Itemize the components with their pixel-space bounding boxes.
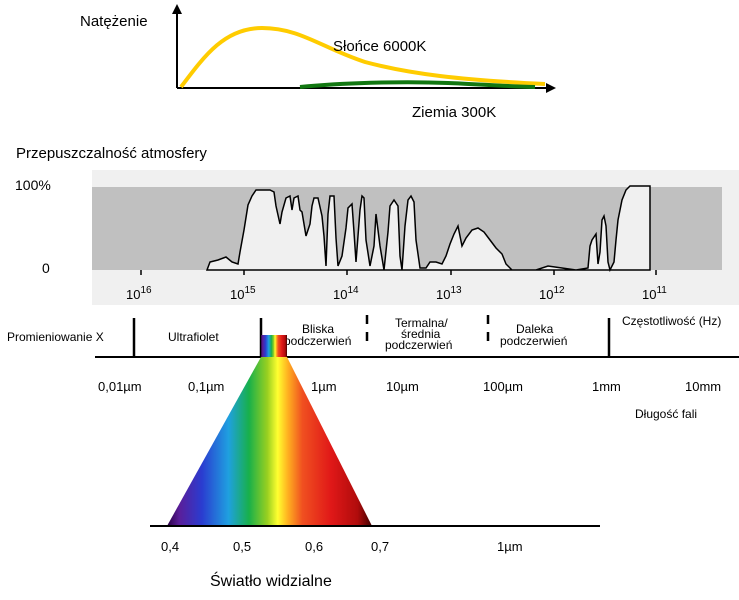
freq-label-11: 1011 xyxy=(642,285,667,302)
intensity-title: Natężenie xyxy=(80,13,148,30)
y-label-0: 0 xyxy=(42,260,50,276)
band-label-near-2: podczerwień xyxy=(284,334,351,348)
band-label-mid-3: podczerwień xyxy=(385,338,452,352)
freq-label-13: 1013 xyxy=(436,285,462,302)
visible-tick-0: 0,4 xyxy=(161,539,179,554)
wavelength-tick-1: 0,1µm xyxy=(188,379,224,394)
wavelength-unit-label: Długość fali xyxy=(635,407,697,421)
wavelength-tick-5: 1mm xyxy=(592,379,621,394)
transmittance-panel: Przepuszczalność atmosfery 100% 0 1016 1… xyxy=(15,145,739,305)
visible-title: Światło widzialne xyxy=(210,571,332,590)
intensity-panel: Natężenie Słońce 6000K Ziemia 300K xyxy=(80,4,556,121)
visible-spectrum: 0,4 0,5 0,6 0,7 1µm Światło widzialne xyxy=(150,335,600,590)
sun-curve xyxy=(179,25,546,89)
band-label-far-1: Daleka xyxy=(516,322,554,336)
band-label-xray: Promieniowanie X xyxy=(7,330,104,344)
band-label-near-1: Bliska xyxy=(302,322,334,336)
frequency-unit-label: Częstotliwość (Hz) xyxy=(622,314,721,328)
sun-label: Słońce 6000K xyxy=(333,38,426,55)
visible-tick-1: 0,5 xyxy=(233,539,251,554)
wavelength-tick-6: 10mm xyxy=(685,379,721,394)
wavelength-tick-2: 1µm xyxy=(311,379,337,394)
visible-tick-3: 0,7 xyxy=(371,539,389,554)
band-label-mid-2: średnia xyxy=(401,327,441,341)
band-axis: Promieniowanie X Ultrafiolet Bliska podc… xyxy=(7,314,739,421)
visible-band-strip xyxy=(261,335,287,357)
wavelength-tick-0: 0,01µm xyxy=(98,379,142,394)
transmission-window xyxy=(205,185,651,273)
visible-tick-2: 0,6 xyxy=(305,539,323,554)
freq-label-16: 1016 xyxy=(126,285,152,302)
y-label-100: 100% xyxy=(15,177,51,193)
wavelength-tick-4: 100µm xyxy=(483,379,523,394)
visible-tick-4: 1µm xyxy=(497,539,523,554)
freq-label-14: 1014 xyxy=(333,285,359,302)
intensity-x-arrow xyxy=(546,83,556,93)
band-label-far-2: podczerwień xyxy=(500,334,567,348)
freq-label-15: 1015 xyxy=(230,285,256,302)
intensity-y-arrow xyxy=(172,4,182,14)
freq-label-12: 1012 xyxy=(539,285,565,302)
band-label-mid-1: Termalna/ xyxy=(395,316,448,330)
visible-spectrum-fan xyxy=(167,357,372,526)
band-label-uv: Ultrafiolet xyxy=(168,330,219,344)
wavelength-tick-3: 10µm xyxy=(386,379,419,394)
transmittance-title: Przepuszczalność atmosfery xyxy=(16,145,207,162)
earth-curve xyxy=(299,80,536,89)
earth-label: Ziemia 300K xyxy=(412,104,496,121)
